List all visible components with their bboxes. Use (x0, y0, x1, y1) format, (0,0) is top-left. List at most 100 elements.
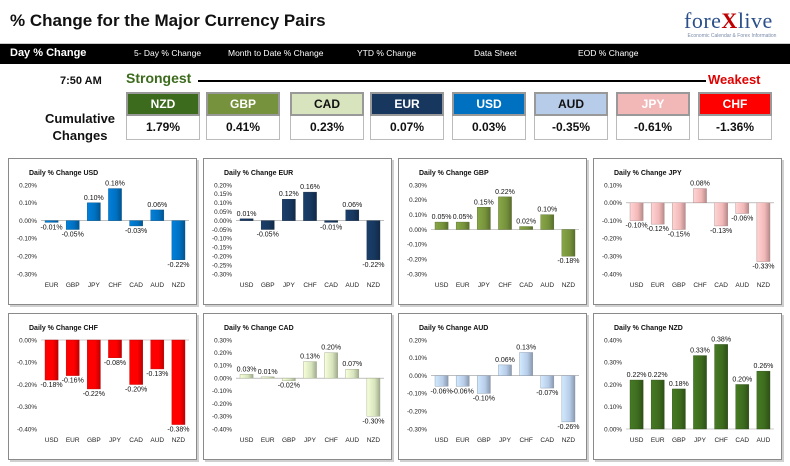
x-tick-label: EUR (456, 437, 470, 444)
data-label: -0.13% (146, 371, 168, 378)
y-tick-label: -0.10% (602, 218, 622, 225)
y-tick-label: -0.40% (17, 426, 37, 433)
data-label: -0.05% (62, 232, 84, 239)
x-tick-label: GBP (282, 437, 296, 444)
bar-usd (629, 202, 644, 221)
x-tick-label: JPY (694, 437, 707, 444)
y-tick-label: 0.20% (19, 182, 37, 189)
rank-value-cad: 0.23% (290, 116, 364, 140)
y-tick-label: 0.05% (214, 209, 232, 216)
tab-eod-change[interactable]: EOD % Change (578, 48, 639, 58)
bar-aud (540, 214, 555, 230)
data-label: 0.01% (258, 369, 278, 376)
data-label: -0.16% (62, 378, 84, 385)
chart-cad: Daily % Change CAD 0.30% 0.20% 0.10% 0.00% -0… (212, 325, 384, 444)
y-tick-label: -0.20% (407, 256, 427, 263)
bar-aud (735, 202, 750, 214)
x-tick-label: USD (240, 437, 254, 444)
timestamp: 7:50 AM (60, 75, 102, 87)
x-tick-label: CAD (714, 282, 728, 289)
bar-eur (455, 375, 470, 387)
x-tick-label: CHF (714, 437, 727, 444)
y-tick-label: 0.00% (214, 375, 232, 382)
x-tick-label: USD (435, 282, 449, 289)
data-label: -0.30% (362, 418, 384, 425)
data-label: 0.12% (279, 191, 299, 198)
logo-main: fore (684, 8, 722, 33)
bar-aud (150, 339, 165, 370)
data-label: -0.02% (278, 383, 300, 390)
forexlive-logo: foreXlive (684, 8, 773, 34)
bar-aud (150, 209, 165, 221)
rank-currency-usd: USD (452, 92, 526, 116)
data-label: 0.20% (321, 345, 341, 352)
y-tick-label: -0.20% (212, 401, 232, 408)
data-label: -0.05% (257, 232, 279, 239)
tab-day-change[interactable]: Day % Change (10, 47, 87, 59)
data-label: 0.22% (648, 372, 668, 379)
page-title: % Change for the Major Currency Pairs (10, 11, 326, 30)
bar-jpy (87, 202, 101, 221)
x-tick-label: EUR (45, 282, 59, 289)
x-tick-label: USD (630, 437, 644, 444)
bar-cad (519, 226, 533, 230)
tab-5-day-change[interactable]: 5- Day % Change (134, 48, 202, 58)
y-tick-label: -0.30% (407, 426, 427, 433)
data-label: 0.05% (432, 214, 452, 221)
tab-month-to-date-change[interactable]: Month to Date % Change (228, 48, 324, 58)
chart-usd: Daily % Change USD0.20%0.10%0.00%-0.10%-… (17, 170, 189, 289)
bar-chf (108, 188, 122, 221)
data-label: -0.38% (167, 427, 189, 434)
y-tick-label: 0.30% (604, 360, 622, 367)
x-tick-label: JPY (283, 282, 296, 289)
data-label: -0.20% (125, 387, 147, 394)
chart-panel-nzd: Daily % Change NZD 0.40% 0.30% 0.20% 0.10% 0.… (593, 313, 782, 460)
chart-title: Daily % Change JPY (614, 170, 682, 177)
x-tick-label: GBP (66, 282, 80, 289)
bar-cad (129, 220, 143, 227)
x-tick-label: JPY (499, 437, 512, 444)
rank-cell-nzd: NZD 1.79% (126, 92, 200, 140)
logo-x: X (721, 8, 738, 33)
bar-eur (260, 376, 275, 379)
data-label: 0.02% (516, 219, 536, 226)
data-label: -0.18% (557, 258, 579, 265)
rank-cell-aud: AUD -0.35% (534, 92, 608, 140)
rank-currency-chf: CHF (698, 92, 772, 116)
tab-data-sheet[interactable]: Data Sheet (474, 48, 517, 58)
x-tick-label: GBP (477, 437, 491, 444)
chart-panel-aud: Daily % Change AUD 0.20% 0.10% 0.00% -0.10% -… (398, 313, 587, 460)
cumulative-label-line2: Changes (52, 128, 108, 143)
y-tick-label: 0.10% (604, 182, 622, 189)
x-tick-label: EUR (261, 437, 275, 444)
y-tick-label: 0.00% (19, 218, 37, 225)
rank-cell-eur: EUR 0.07% (370, 92, 444, 140)
data-label: -0.26% (557, 424, 579, 431)
y-tick-label: 0.30% (409, 182, 427, 189)
x-tick-label: CHF (519, 437, 532, 444)
bar-eur (650, 379, 665, 430)
chart-eur: Daily % Change EUR 0.20% 0.15% 0.10% 0.05% 0.… (212, 170, 384, 289)
x-tick-label: GBP (261, 282, 275, 289)
x-tick-label: EUR (456, 282, 470, 289)
bar-nzd (171, 220, 186, 260)
data-label: 0.18% (669, 381, 689, 388)
y-tick-label: -0.20% (17, 382, 37, 389)
chart-panel-chf: Daily % Change CHF 0.00% -0.10% -0.20% -0.30… (8, 313, 197, 460)
x-tick-label: GBP (672, 282, 686, 289)
rank-cell-cad: CAD 0.23% (290, 92, 364, 140)
x-tick-label: JPY (478, 282, 491, 289)
ranking-arrow-line (198, 80, 706, 82)
rank-value-usd: 0.03% (452, 116, 526, 140)
data-label: -0.03% (125, 228, 147, 235)
data-label: 0.05% (453, 214, 473, 221)
y-tick-label: 0.10% (409, 355, 427, 362)
bar-nzd (561, 375, 576, 423)
rank-currency-eur: EUR (370, 92, 444, 116)
y-tick-label: -0.30% (602, 254, 622, 261)
rank-currency-gbp: GBP (206, 92, 280, 116)
data-label: -0.08% (104, 360, 126, 367)
x-tick-label: AUD (735, 282, 749, 289)
tab-ytd-change[interactable]: YTD % Change (357, 48, 417, 58)
y-tick-label: -0.10% (407, 391, 427, 398)
